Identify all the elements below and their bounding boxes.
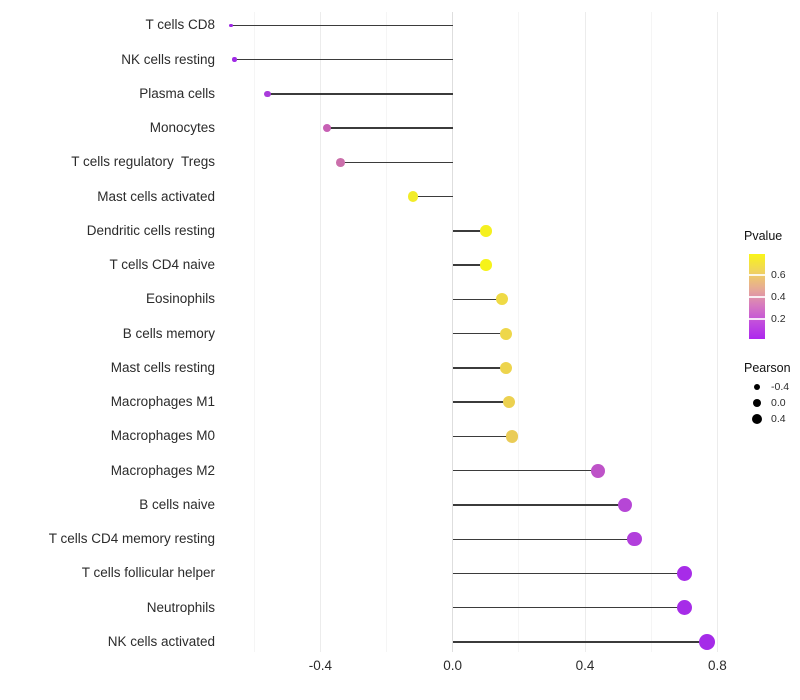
x-axis-tick-label: 0.8: [707, 658, 727, 673]
minor-gridline: [386, 12, 388, 652]
lollipop-dot: [229, 23, 233, 28]
lollipop-dot: [479, 225, 492, 237]
y-axis-label: B cells naive: [139, 496, 215, 512]
legend-pvalue-title: Pvalue: [744, 229, 783, 243]
gradient-tick-label: 0.2: [771, 313, 786, 325]
major-gridline: [319, 12, 321, 652]
major-gridline: [584, 12, 586, 652]
lollipop-stem: [452, 607, 685, 609]
x-axis-tick-label: 0.4: [575, 658, 595, 673]
x-axis-tick-label: 0.0: [443, 658, 463, 673]
pearson-size-key-label: -0.4: [771, 381, 790, 393]
lollipop-stem: [452, 264, 486, 266]
lollipop-stem: [231, 24, 453, 26]
y-axis-label: Plasma cells: [139, 85, 215, 101]
y-axis-label: T cells CD4 naive: [109, 257, 215, 273]
lollipop-dot: [617, 497, 632, 513]
gradient-tick-mark: [749, 274, 765, 276]
lollipop-dot: [499, 361, 512, 374]
y-axis-label: NK cells resting: [121, 51, 215, 67]
lollipop-dot: [264, 90, 271, 97]
lollipop-stem: [452, 298, 503, 301]
lollipop-stem: [452, 367, 506, 369]
lollipop-dot: [506, 430, 519, 443]
lollipop-stem: [452, 435, 513, 438]
y-axis-label: B cells memory: [122, 325, 215, 341]
lollipop-stem: [326, 127, 453, 129]
lollipop-dot: [502, 396, 516, 409]
pearson-size-key-dot: [752, 414, 762, 424]
lollipop-dot: [499, 327, 512, 340]
y-axis-label: NK cells activated: [107, 633, 215, 649]
x-axis-tick-label: -0.4: [308, 658, 333, 673]
lollipop-dot: [322, 123, 332, 133]
gradient-tick-mark: [749, 318, 765, 320]
minor-gridline: [253, 12, 255, 652]
legend-pearson-title: Pearson: [744, 361, 791, 375]
lollipop-dot: [676, 600, 692, 616]
y-axis-label: T cells CD8: [145, 17, 215, 33]
major-gridline: [452, 12, 454, 652]
lollipop-dot: [699, 633, 716, 650]
y-axis-label: T cells follicular helper: [81, 565, 215, 581]
gradient-tick-label: 0.4: [771, 291, 786, 303]
lollipop-dot: [591, 463, 606, 478]
lollipop-stem: [452, 572, 685, 575]
lollipop-dot: [627, 531, 642, 547]
pearson-size-key-dot: [753, 383, 761, 391]
lollipop-dot: [496, 293, 509, 306]
y-axis-label: T cells CD4 memory resting: [48, 531, 215, 547]
lollipop-dot: [676, 565, 692, 582]
y-axis-label: Macrophages M1: [110, 394, 215, 410]
pearson-size-key-dot: [752, 398, 762, 408]
y-axis-label: Macrophages M0: [110, 428, 215, 444]
lollipop-dot: [407, 191, 419, 202]
major-gridline: [716, 12, 718, 652]
lollipop-stem: [340, 161, 453, 164]
gradient-tick-label: 0.6: [771, 269, 786, 281]
y-axis-label: Monocytes: [149, 120, 215, 136]
y-axis-label: Macrophages M2: [110, 462, 215, 478]
y-axis-label: T cells regulatory Tregs: [71, 154, 215, 170]
lollipop-stem: [452, 538, 635, 540]
y-axis-label: Mast cells resting: [110, 359, 215, 375]
lollipop-stem: [452, 641, 708, 643]
lollipop-stem: [234, 58, 453, 61]
minor-gridline: [518, 12, 520, 652]
lollipop-stem: [452, 401, 509, 403]
minor-gridline: [650, 12, 652, 652]
y-axis-label: Mast cells activated: [97, 188, 215, 204]
y-axis-label: Eosinophils: [145, 291, 215, 307]
pearson-size-key-label: 0.4: [771, 413, 786, 425]
lollipop-stem: [452, 469, 599, 472]
y-axis-label: Dendritic cells resting: [86, 222, 215, 238]
lollipop-stem: [452, 332, 506, 335]
lollipop-stem: [452, 230, 486, 232]
y-axis-label: Neutrophils: [146, 599, 215, 615]
lollipop-stem: [452, 504, 625, 506]
gradient-tick-mark: [749, 296, 765, 298]
pearson-size-key-label: 0.0: [771, 397, 786, 409]
lollipop-dot: [479, 259, 492, 271]
lollipop-dot: [232, 57, 237, 62]
lollipop-stem: [267, 93, 453, 95]
lollipop-stem: [413, 195, 453, 198]
lollipop-dot: [335, 157, 345, 167]
